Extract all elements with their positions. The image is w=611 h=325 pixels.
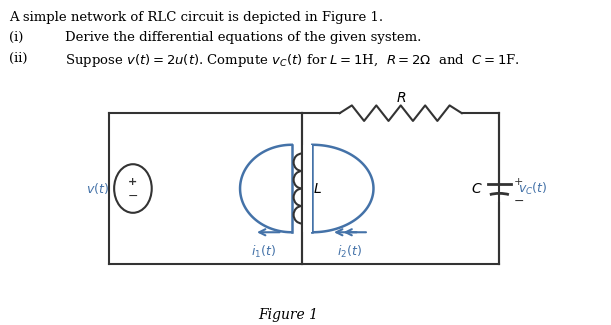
Text: −: − bbox=[513, 195, 524, 208]
Text: $v(t)$: $v(t)$ bbox=[87, 181, 109, 196]
Text: $i_2(t)$: $i_2(t)$ bbox=[337, 244, 362, 260]
Text: A simple network of RLC circuit is depicted in Figure 1.: A simple network of RLC circuit is depic… bbox=[9, 11, 383, 24]
Text: $L$: $L$ bbox=[313, 181, 322, 196]
Text: $v_C(t)$: $v_C(t)$ bbox=[518, 180, 547, 197]
Text: $C$: $C$ bbox=[471, 181, 483, 196]
Text: Suppose $v(t) = 2u(t)$. Compute $v_C(t)$ for $L =1$H,  $R = 2\Omega$  and  $C =1: Suppose $v(t) = 2u(t)$. Compute $v_C(t)$… bbox=[65, 52, 520, 69]
Text: Figure 1: Figure 1 bbox=[258, 307, 318, 322]
Text: $R$: $R$ bbox=[395, 91, 406, 105]
Text: (ii): (ii) bbox=[9, 52, 27, 65]
Text: $i_1(t)$: $i_1(t)$ bbox=[251, 244, 276, 260]
Text: −: − bbox=[128, 190, 138, 203]
FancyBboxPatch shape bbox=[302, 145, 312, 232]
Text: +: + bbox=[513, 177, 523, 187]
Text: Derive the differential equations of the given system.: Derive the differential equations of the… bbox=[65, 31, 422, 44]
Text: +: + bbox=[128, 177, 137, 187]
Text: (i): (i) bbox=[9, 31, 23, 44]
